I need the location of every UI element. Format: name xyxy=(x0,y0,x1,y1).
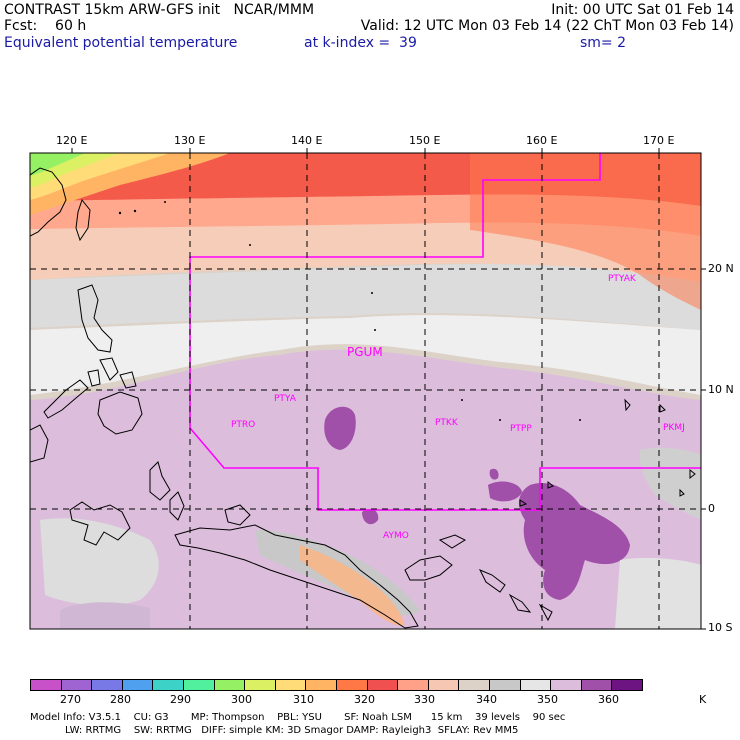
colorbar-label: 280 xyxy=(110,693,131,706)
station-label: PKMJ xyxy=(663,423,685,433)
lat-label: 20 N xyxy=(708,262,734,275)
colorbar-swatch xyxy=(397,679,429,691)
forecast-hour: Fcst: 60 h xyxy=(4,18,87,34)
colorbar-swatch xyxy=(60,679,93,691)
colorbar-swatch xyxy=(336,679,368,691)
colorbar-label: 320 xyxy=(354,693,375,706)
level-label: at k-index = 39 xyxy=(304,35,417,51)
lon-label: 140 E xyxy=(291,134,323,147)
colorbar-swatch xyxy=(274,679,307,691)
lon-label: 120 E xyxy=(56,134,88,147)
colorbar-swatch xyxy=(458,679,490,691)
lon-label: 170 E xyxy=(643,134,675,147)
colorbar-label: 290 xyxy=(170,693,191,706)
colorbar-swatch xyxy=(427,679,460,691)
colorbar-swatch xyxy=(489,679,521,691)
colorbar-swatch xyxy=(183,679,215,691)
smoothing-label: sm= 2 xyxy=(580,35,627,51)
colorbar-unit: K xyxy=(699,693,707,706)
colorbar-label: 270 xyxy=(60,693,81,706)
colorbar-swatch xyxy=(519,679,552,691)
colorbar-label: 310 xyxy=(293,693,314,706)
colorbar-swatch xyxy=(244,679,276,691)
field-name: Equivalent potential temperature xyxy=(4,35,238,51)
valid-time: Valid: 12 UTC Mon 03 Feb 14 (22 ChT Mon … xyxy=(360,18,734,34)
colorbar-swatch xyxy=(30,679,62,691)
lat-label: 10 N xyxy=(708,383,734,396)
colorbar-swatch xyxy=(121,679,154,691)
colorbar-swatch xyxy=(611,679,643,691)
init-time: Init: 00 UTC Sat 01 Feb 14 xyxy=(551,2,734,18)
colorbar-swatch xyxy=(213,679,246,691)
lon-label: 130 E xyxy=(174,134,206,147)
model-info-line1: Model Info: V3.5.1 CU: G3 MP: Thompson P… xyxy=(30,712,566,723)
colorbar-label: 330 xyxy=(414,693,435,706)
lat-label: 10 S xyxy=(708,621,733,634)
colorbar-label: 350 xyxy=(537,693,558,706)
colorbar-swatch xyxy=(152,679,184,691)
station-label: PTKK xyxy=(435,418,458,428)
colorbar-label: 340 xyxy=(476,693,497,706)
lon-label: 150 E xyxy=(409,134,441,147)
colorbar-swatch xyxy=(366,679,399,691)
model-title: CONTRAST 15km ARW-GFS init NCAR/MMM xyxy=(4,2,315,18)
lon-label: 160 E xyxy=(526,134,558,147)
colorbar-swatch xyxy=(305,679,337,691)
station-label: PTYAK xyxy=(608,274,636,284)
station-label: AYMO xyxy=(383,531,409,541)
colorbar-swatch xyxy=(550,679,582,691)
station-label: PTPP xyxy=(510,424,532,434)
station-label: PGUM xyxy=(347,345,383,359)
station-label: PTYA xyxy=(274,394,296,404)
lat-label: 0 xyxy=(708,502,715,515)
colorbar-swatch xyxy=(580,679,613,691)
model-info-line2: LW: RRTMG SW: RRTMG DIFF: simple KM: 3D … xyxy=(30,725,519,736)
colorbar-swatch xyxy=(91,679,123,691)
colorbar-label: 360 xyxy=(598,693,619,706)
station-label: PTRO xyxy=(231,420,256,430)
colorbar-label: 300 xyxy=(231,693,252,706)
